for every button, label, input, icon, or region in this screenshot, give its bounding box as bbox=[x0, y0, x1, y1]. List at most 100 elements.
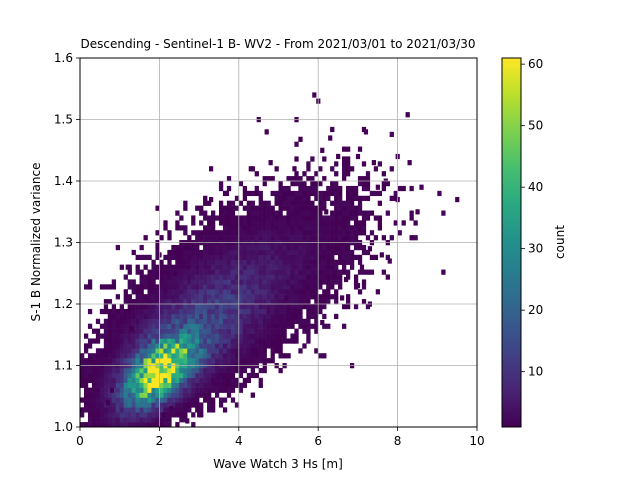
histogram-cell bbox=[211, 259, 216, 265]
histogram-cell bbox=[262, 200, 267, 206]
histogram-cell bbox=[222, 235, 228, 241]
histogram-cell bbox=[314, 195, 319, 201]
histogram-cell bbox=[163, 417, 168, 423]
histogram-cell bbox=[131, 387, 136, 393]
histogram-cell bbox=[369, 254, 375, 261]
histogram-cell bbox=[123, 417, 128, 423]
histogram-cell bbox=[314, 210, 319, 216]
histogram-cell bbox=[103, 338, 109, 344]
histogram-cell bbox=[195, 284, 200, 290]
histogram-cell bbox=[250, 284, 255, 290]
histogram-cell bbox=[191, 422, 196, 428]
histogram-cell bbox=[230, 225, 236, 231]
histogram-cell bbox=[294, 220, 299, 226]
histogram-cell bbox=[330, 210, 335, 216]
histogram-cell bbox=[139, 412, 144, 418]
histogram-cell bbox=[159, 367, 164, 374]
histogram-cell bbox=[266, 210, 271, 216]
histogram-cell bbox=[183, 294, 188, 300]
histogram-cell bbox=[298, 244, 303, 251]
histogram-cell bbox=[115, 422, 120, 428]
histogram-cell bbox=[306, 264, 311, 270]
histogram-cell bbox=[314, 235, 319, 241]
histogram-cell bbox=[207, 372, 212, 379]
histogram-cell bbox=[187, 353, 192, 359]
histogram-cell bbox=[290, 264, 295, 270]
histogram-cell bbox=[246, 377, 252, 384]
histogram-cell bbox=[143, 338, 148, 344]
histogram-cell bbox=[111, 338, 117, 344]
histogram-cell bbox=[270, 230, 275, 236]
histogram-cell bbox=[246, 289, 252, 295]
histogram-cell bbox=[159, 417, 164, 423]
histogram-cell bbox=[270, 274, 275, 280]
histogram-cell bbox=[187, 294, 192, 300]
histogram-cell bbox=[99, 412, 105, 418]
histogram-cell bbox=[191, 220, 196, 226]
histogram-cell bbox=[310, 313, 315, 320]
histogram-cell bbox=[290, 323, 295, 329]
histogram-cell bbox=[262, 338, 267, 344]
histogram-cell bbox=[139, 333, 144, 339]
histogram-cell bbox=[322, 205, 327, 211]
histogram-cell bbox=[234, 269, 240, 275]
histogram-cell bbox=[214, 343, 220, 349]
histogram-cell bbox=[187, 372, 192, 379]
histogram-cell bbox=[278, 264, 283, 270]
histogram-cell bbox=[242, 338, 248, 344]
histogram-cell bbox=[167, 422, 172, 428]
histogram-cell bbox=[107, 299, 113, 305]
histogram-cell bbox=[123, 313, 128, 320]
histogram-cell bbox=[173, 270, 178, 276]
histogram-cell bbox=[409, 185, 414, 192]
histogram-cell bbox=[282, 264, 287, 270]
histogram-cell bbox=[266, 294, 271, 300]
histogram-cell bbox=[151, 407, 156, 413]
histogram-cell bbox=[246, 358, 252, 364]
histogram-cell bbox=[119, 318, 124, 324]
histogram-cell bbox=[147, 269, 152, 275]
histogram-cell bbox=[211, 407, 216, 413]
histogram-cell bbox=[163, 274, 168, 280]
histogram-cell bbox=[349, 215, 355, 221]
histogram-cell bbox=[294, 294, 299, 300]
histogram-cell bbox=[135, 323, 140, 329]
histogram-cell bbox=[111, 343, 117, 349]
histogram-cell bbox=[199, 402, 204, 408]
histogram-cell bbox=[179, 402, 184, 408]
histogram-cell bbox=[310, 215, 315, 221]
histogram-cell bbox=[119, 313, 124, 320]
histogram-cell bbox=[147, 279, 152, 285]
histogram-cell bbox=[342, 304, 347, 310]
histogram-cell bbox=[314, 249, 319, 256]
histogram-cell bbox=[191, 308, 196, 315]
histogram-cell bbox=[143, 367, 148, 374]
histogram-cell bbox=[322, 200, 327, 206]
histogram-cell bbox=[207, 244, 212, 251]
histogram-cell bbox=[99, 402, 105, 408]
histogram-cell bbox=[298, 249, 303, 256]
histogram-cell bbox=[111, 422, 117, 428]
histogram-cell bbox=[151, 294, 156, 300]
histogram-cell bbox=[147, 323, 152, 329]
histogram-cell bbox=[218, 215, 224, 221]
histogram-cell bbox=[254, 171, 259, 177]
histogram-cell bbox=[387, 258, 392, 264]
histogram-cell bbox=[127, 382, 132, 388]
histogram-cell bbox=[254, 358, 259, 364]
histogram-cell bbox=[183, 279, 188, 285]
histogram-cell bbox=[163, 299, 168, 305]
histogram-cell bbox=[203, 294, 208, 300]
histogram-cell bbox=[115, 318, 120, 324]
histogram-cell bbox=[306, 254, 311, 261]
histogram-cell bbox=[290, 230, 295, 236]
histogram-cell bbox=[187, 387, 192, 393]
histogram-cell bbox=[226, 205, 232, 211]
histogram-cell bbox=[262, 313, 267, 320]
histogram-cell bbox=[135, 358, 140, 364]
histogram-cell bbox=[163, 284, 168, 290]
histogram-cell bbox=[258, 220, 263, 226]
histogram-cell bbox=[135, 318, 140, 324]
histogram-cell bbox=[87, 402, 93, 408]
